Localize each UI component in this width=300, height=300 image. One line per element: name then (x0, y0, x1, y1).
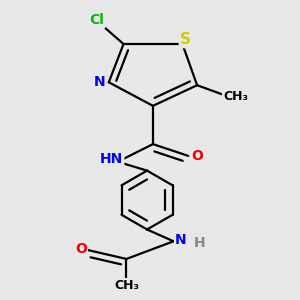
Text: CH₃: CH₃ (114, 279, 139, 292)
Text: CH₃: CH₃ (223, 91, 248, 103)
Text: HN: HN (100, 152, 123, 166)
Text: O: O (75, 242, 87, 256)
Text: N: N (175, 233, 187, 247)
Text: N: N (94, 75, 106, 89)
Text: O: O (191, 149, 203, 163)
Text: H: H (194, 236, 206, 250)
Text: S: S (180, 32, 191, 47)
Text: Cl: Cl (90, 14, 104, 27)
